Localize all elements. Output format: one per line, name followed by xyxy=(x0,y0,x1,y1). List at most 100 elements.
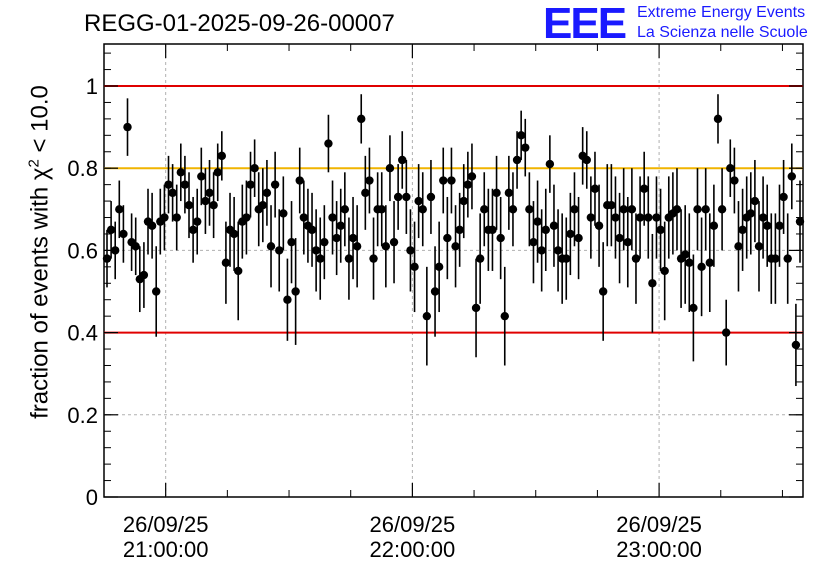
data-point xyxy=(545,159,555,169)
data-point xyxy=(168,188,177,198)
data-point xyxy=(500,311,509,321)
data-point xyxy=(406,246,415,255)
data-point xyxy=(299,213,309,222)
data-point xyxy=(746,209,755,218)
data-point xyxy=(553,246,563,255)
data-point xyxy=(516,131,526,140)
eee-logo-mark: EEE xyxy=(543,0,627,48)
data-point xyxy=(324,139,333,148)
data-point xyxy=(471,303,481,313)
data-point xyxy=(234,266,243,276)
data-point xyxy=(439,176,448,185)
grid-lines xyxy=(104,44,803,497)
data-point xyxy=(434,262,444,272)
data-point xyxy=(201,196,210,206)
data-point xyxy=(521,143,530,152)
data-point xyxy=(598,287,608,296)
data-point xyxy=(717,205,727,214)
data-point xyxy=(414,196,423,206)
reference-lines xyxy=(104,85,803,334)
data-point xyxy=(344,254,354,263)
data-point xyxy=(644,213,653,222)
data-point xyxy=(262,188,272,198)
data-point xyxy=(459,196,468,206)
data-point xyxy=(758,213,768,222)
data-point xyxy=(369,254,378,263)
data-point xyxy=(549,221,559,230)
data-point xyxy=(287,237,296,247)
data-point xyxy=(762,221,772,230)
data-point xyxy=(508,205,518,214)
data-points xyxy=(102,94,805,387)
data-point xyxy=(754,242,764,251)
data-point xyxy=(537,246,546,255)
data-point xyxy=(705,258,714,267)
data-point xyxy=(246,180,255,189)
data-point xyxy=(180,180,190,189)
data-point xyxy=(775,221,784,230)
data-point xyxy=(402,192,411,202)
data-point xyxy=(475,254,485,263)
y-tick-label: 1 xyxy=(86,74,98,99)
data-point xyxy=(467,172,477,181)
data-point xyxy=(656,225,665,235)
data-point xyxy=(529,237,538,247)
data-point xyxy=(213,168,222,177)
data-point xyxy=(455,225,464,235)
data-point xyxy=(730,176,739,185)
data-point xyxy=(611,213,620,222)
data-point xyxy=(443,233,452,243)
data-point xyxy=(480,205,489,214)
data-point xyxy=(648,279,657,288)
data-point xyxy=(619,205,628,214)
data-point xyxy=(566,229,575,239)
data-point xyxy=(594,221,604,230)
data-point xyxy=(316,254,325,263)
data-point xyxy=(574,233,583,243)
data-point xyxy=(504,188,514,198)
y-axis-label-exponent: 2 xyxy=(25,159,43,168)
data-point xyxy=(115,205,124,214)
y-tick-label: 0.6 xyxy=(67,238,98,263)
data-point xyxy=(750,196,760,206)
y-tick-label: 0.4 xyxy=(67,321,98,346)
data-point xyxy=(311,246,321,255)
data-point xyxy=(693,205,702,214)
data-point xyxy=(389,237,399,247)
data-point xyxy=(160,213,169,222)
data-point xyxy=(639,184,649,193)
data-point xyxy=(463,180,473,189)
data-point xyxy=(270,180,280,189)
data-point xyxy=(426,192,436,202)
y-axis-label-suffix: < 10.0 xyxy=(26,85,54,160)
data-point xyxy=(627,205,637,214)
plot-frame xyxy=(103,43,804,498)
x-tick-label-time: 21:00:00 xyxy=(123,537,209,562)
data-point xyxy=(279,209,288,218)
data-point xyxy=(197,172,206,181)
data-point xyxy=(381,242,391,251)
data-point xyxy=(418,205,427,214)
x-tick-label-time: 22:00:00 xyxy=(370,537,456,562)
data-point xyxy=(496,233,505,243)
data-point xyxy=(512,155,522,165)
data-point xyxy=(652,213,661,222)
data-point xyxy=(672,205,682,214)
data-point xyxy=(385,164,395,173)
data-point xyxy=(660,266,669,276)
data-point xyxy=(328,213,337,222)
data-point xyxy=(791,340,801,350)
x-tick-label-date: 26/09/25 xyxy=(370,512,456,537)
data-point xyxy=(336,221,345,230)
data-point xyxy=(377,205,386,214)
data-point xyxy=(451,242,460,251)
data-point xyxy=(726,164,735,173)
data-point xyxy=(217,151,227,161)
chart-title: REGG-01-2025-09-26-00007 xyxy=(84,10,395,37)
y-tick-label: 0.8 xyxy=(67,156,98,181)
y-axis-label-prefix: fraction of events with xyxy=(26,180,54,419)
data-point xyxy=(221,258,231,267)
data-point xyxy=(188,225,198,235)
data-point xyxy=(779,192,788,202)
